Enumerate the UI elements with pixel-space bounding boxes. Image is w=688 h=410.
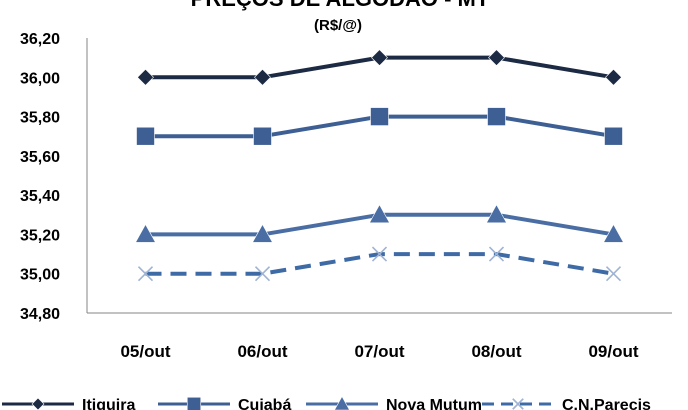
data-point — [254, 68, 271, 86]
legend-item: Cuiabá — [158, 396, 291, 410]
legend-label: C.N.Parecis — [562, 397, 651, 410]
legend: Itiguira Cuiabá Nova Mutum C.N.Parecis — [2, 395, 651, 410]
y-tick-label: 35,80 — [20, 110, 60, 127]
y-tick-label: 34,80 — [20, 306, 60, 323]
legend-marker — [31, 397, 45, 410]
y-tick-label: 36,00 — [20, 70, 60, 87]
y-tick-labels: 34,80 35,00 35,20 35,40 35,60 35,80 36,00 36,20 — [20, 31, 60, 323]
data-point — [488, 246, 505, 262]
series-group — [134, 49, 625, 282]
y-tick-label: 35,20 — [20, 227, 60, 244]
data-point — [137, 266, 154, 282]
series-Itiguira — [137, 49, 622, 86]
x-tick-label: 09/out — [588, 342, 638, 361]
legend-marker — [512, 398, 524, 410]
legend-marker — [186, 396, 202, 410]
series-C.N.Parecis — [137, 246, 622, 282]
data-point — [605, 68, 622, 86]
data-point — [602, 223, 625, 243]
chart-title: PREÇOS DE ALGODÃO - MT — [191, 0, 490, 11]
legend-label: Cuiabá — [238, 397, 291, 410]
data-point — [134, 223, 157, 243]
y-tick-label: 35,00 — [20, 267, 60, 284]
legend-item: Itiguira — [2, 397, 135, 410]
x-tick-labels: 05/out 06/out 07/out 08/out 09/out — [120, 342, 638, 361]
legend-label: Itiguira — [82, 397, 135, 410]
data-point — [136, 126, 155, 146]
data-point — [604, 126, 623, 146]
data-point — [488, 49, 505, 67]
series-line — [145, 252, 614, 276]
legend-label: Nova Mutum — [386, 397, 482, 410]
data-point — [371, 246, 388, 262]
data-point — [251, 223, 274, 243]
x-tick-label: 05/out — [120, 342, 170, 361]
data-point — [368, 204, 391, 224]
data-point — [370, 107, 389, 126]
data-point — [487, 107, 506, 126]
y-tick-label: 35,40 — [20, 188, 60, 205]
x-tick-label: 08/out — [471, 342, 521, 361]
y-tick-label: 35,60 — [20, 149, 60, 166]
chart-subtitle: (R$/@) — [314, 17, 362, 34]
data-point — [254, 266, 271, 282]
series-Cuiabá — [136, 107, 623, 146]
x-tick-label: 06/out — [237, 342, 287, 361]
data-point — [137, 68, 154, 86]
y-tick-label: 36,20 — [20, 31, 60, 48]
legend-item: C.N.Parecis — [482, 397, 651, 410]
series-Nova Mutum — [134, 204, 625, 243]
data-point — [371, 49, 388, 67]
data-point — [253, 126, 272, 146]
data-point — [605, 266, 622, 282]
legend-marker — [334, 395, 350, 410]
x-tick-label: 07/out — [354, 342, 404, 361]
legend-item: Nova Mutum — [306, 395, 482, 410]
data-point — [485, 204, 508, 224]
